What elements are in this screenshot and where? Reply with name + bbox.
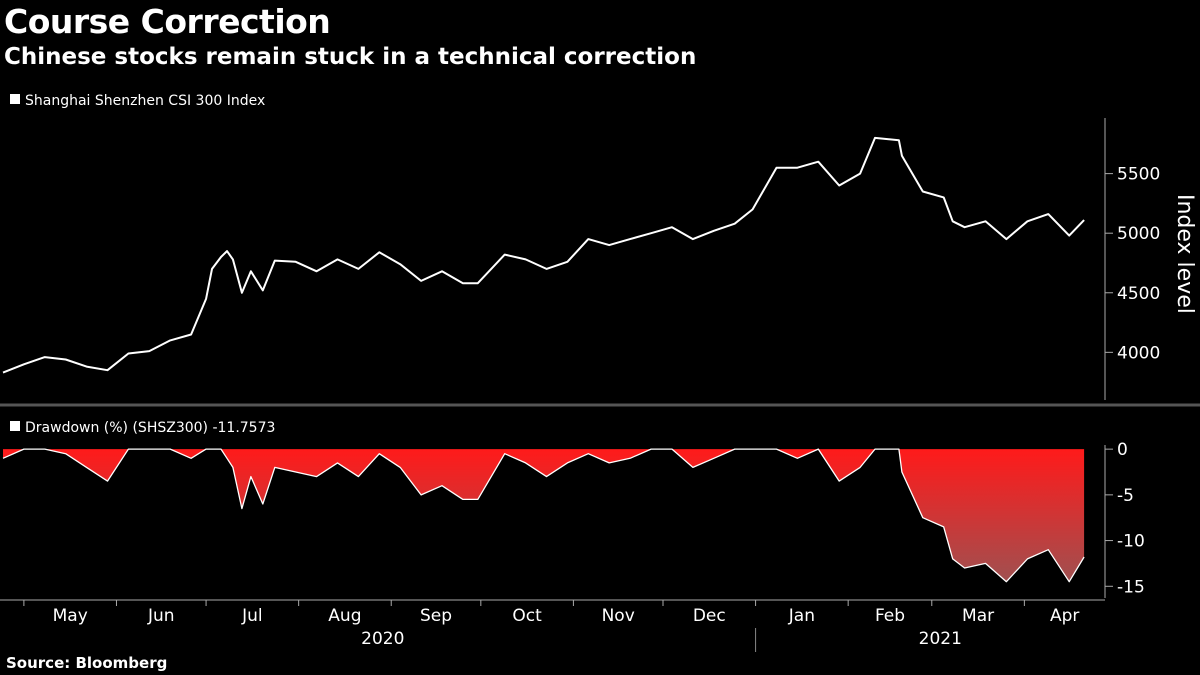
x-tick-label-month: May <box>53 606 88 626</box>
legend-swatch-index <box>10 94 20 104</box>
y-tick-label-index: 5000 <box>1117 224 1160 244</box>
x-tick-label-month: Jul <box>241 606 263 626</box>
y-tick-label-drawdown: -10 <box>1117 532 1145 552</box>
x-tick-label-month: Oct <box>512 606 542 626</box>
y-tick-label-index: 4000 <box>1117 343 1160 363</box>
chart-title: Course Correction <box>4 2 331 41</box>
y-tick-label-drawdown: -15 <box>1117 577 1145 597</box>
y-tick-label-drawdown: 0 <box>1117 440 1128 460</box>
x-tick-label-month: Mar <box>962 606 994 626</box>
x-tick-label-month: Feb <box>875 606 905 626</box>
x-tick-label-month: Nov <box>602 606 635 626</box>
series-line-index <box>2 136 1085 374</box>
series-line-drawdown <box>2 448 1085 583</box>
x-tick-label-month: Apr <box>1050 606 1079 626</box>
x-tick-label-month: Jun <box>147 606 175 626</box>
y-tick-label-index: 4500 <box>1117 284 1160 304</box>
x-tick-label-month: Dec <box>693 606 726 626</box>
legend-swatch-drawdown <box>10 421 20 431</box>
x-tick-label-month: Jan <box>788 606 815 626</box>
x-year-label: 2021 <box>919 629 962 649</box>
x-year-label: 2020 <box>361 629 404 649</box>
chart-subtitle: Chinese stocks remain stuck in a technic… <box>4 44 697 70</box>
y-tick-label-index: 5500 <box>1117 165 1160 185</box>
series-area-drawdown <box>3 449 1085 582</box>
x-tick-label-month: Aug <box>328 606 361 626</box>
x-tick-label-month: Sep <box>420 606 452 626</box>
y-axis-label-index: Index level <box>1172 194 1197 314</box>
y-tick-label-drawdown: -5 <box>1117 486 1134 506</box>
source-note: Source: Bloomberg <box>6 654 168 672</box>
legend-label-drawdown: Drawdown (%) (SHSZ300) -11.7573 <box>25 420 275 436</box>
legend-label-index: Shanghai Shenzhen CSI 300 Index <box>25 93 265 109</box>
